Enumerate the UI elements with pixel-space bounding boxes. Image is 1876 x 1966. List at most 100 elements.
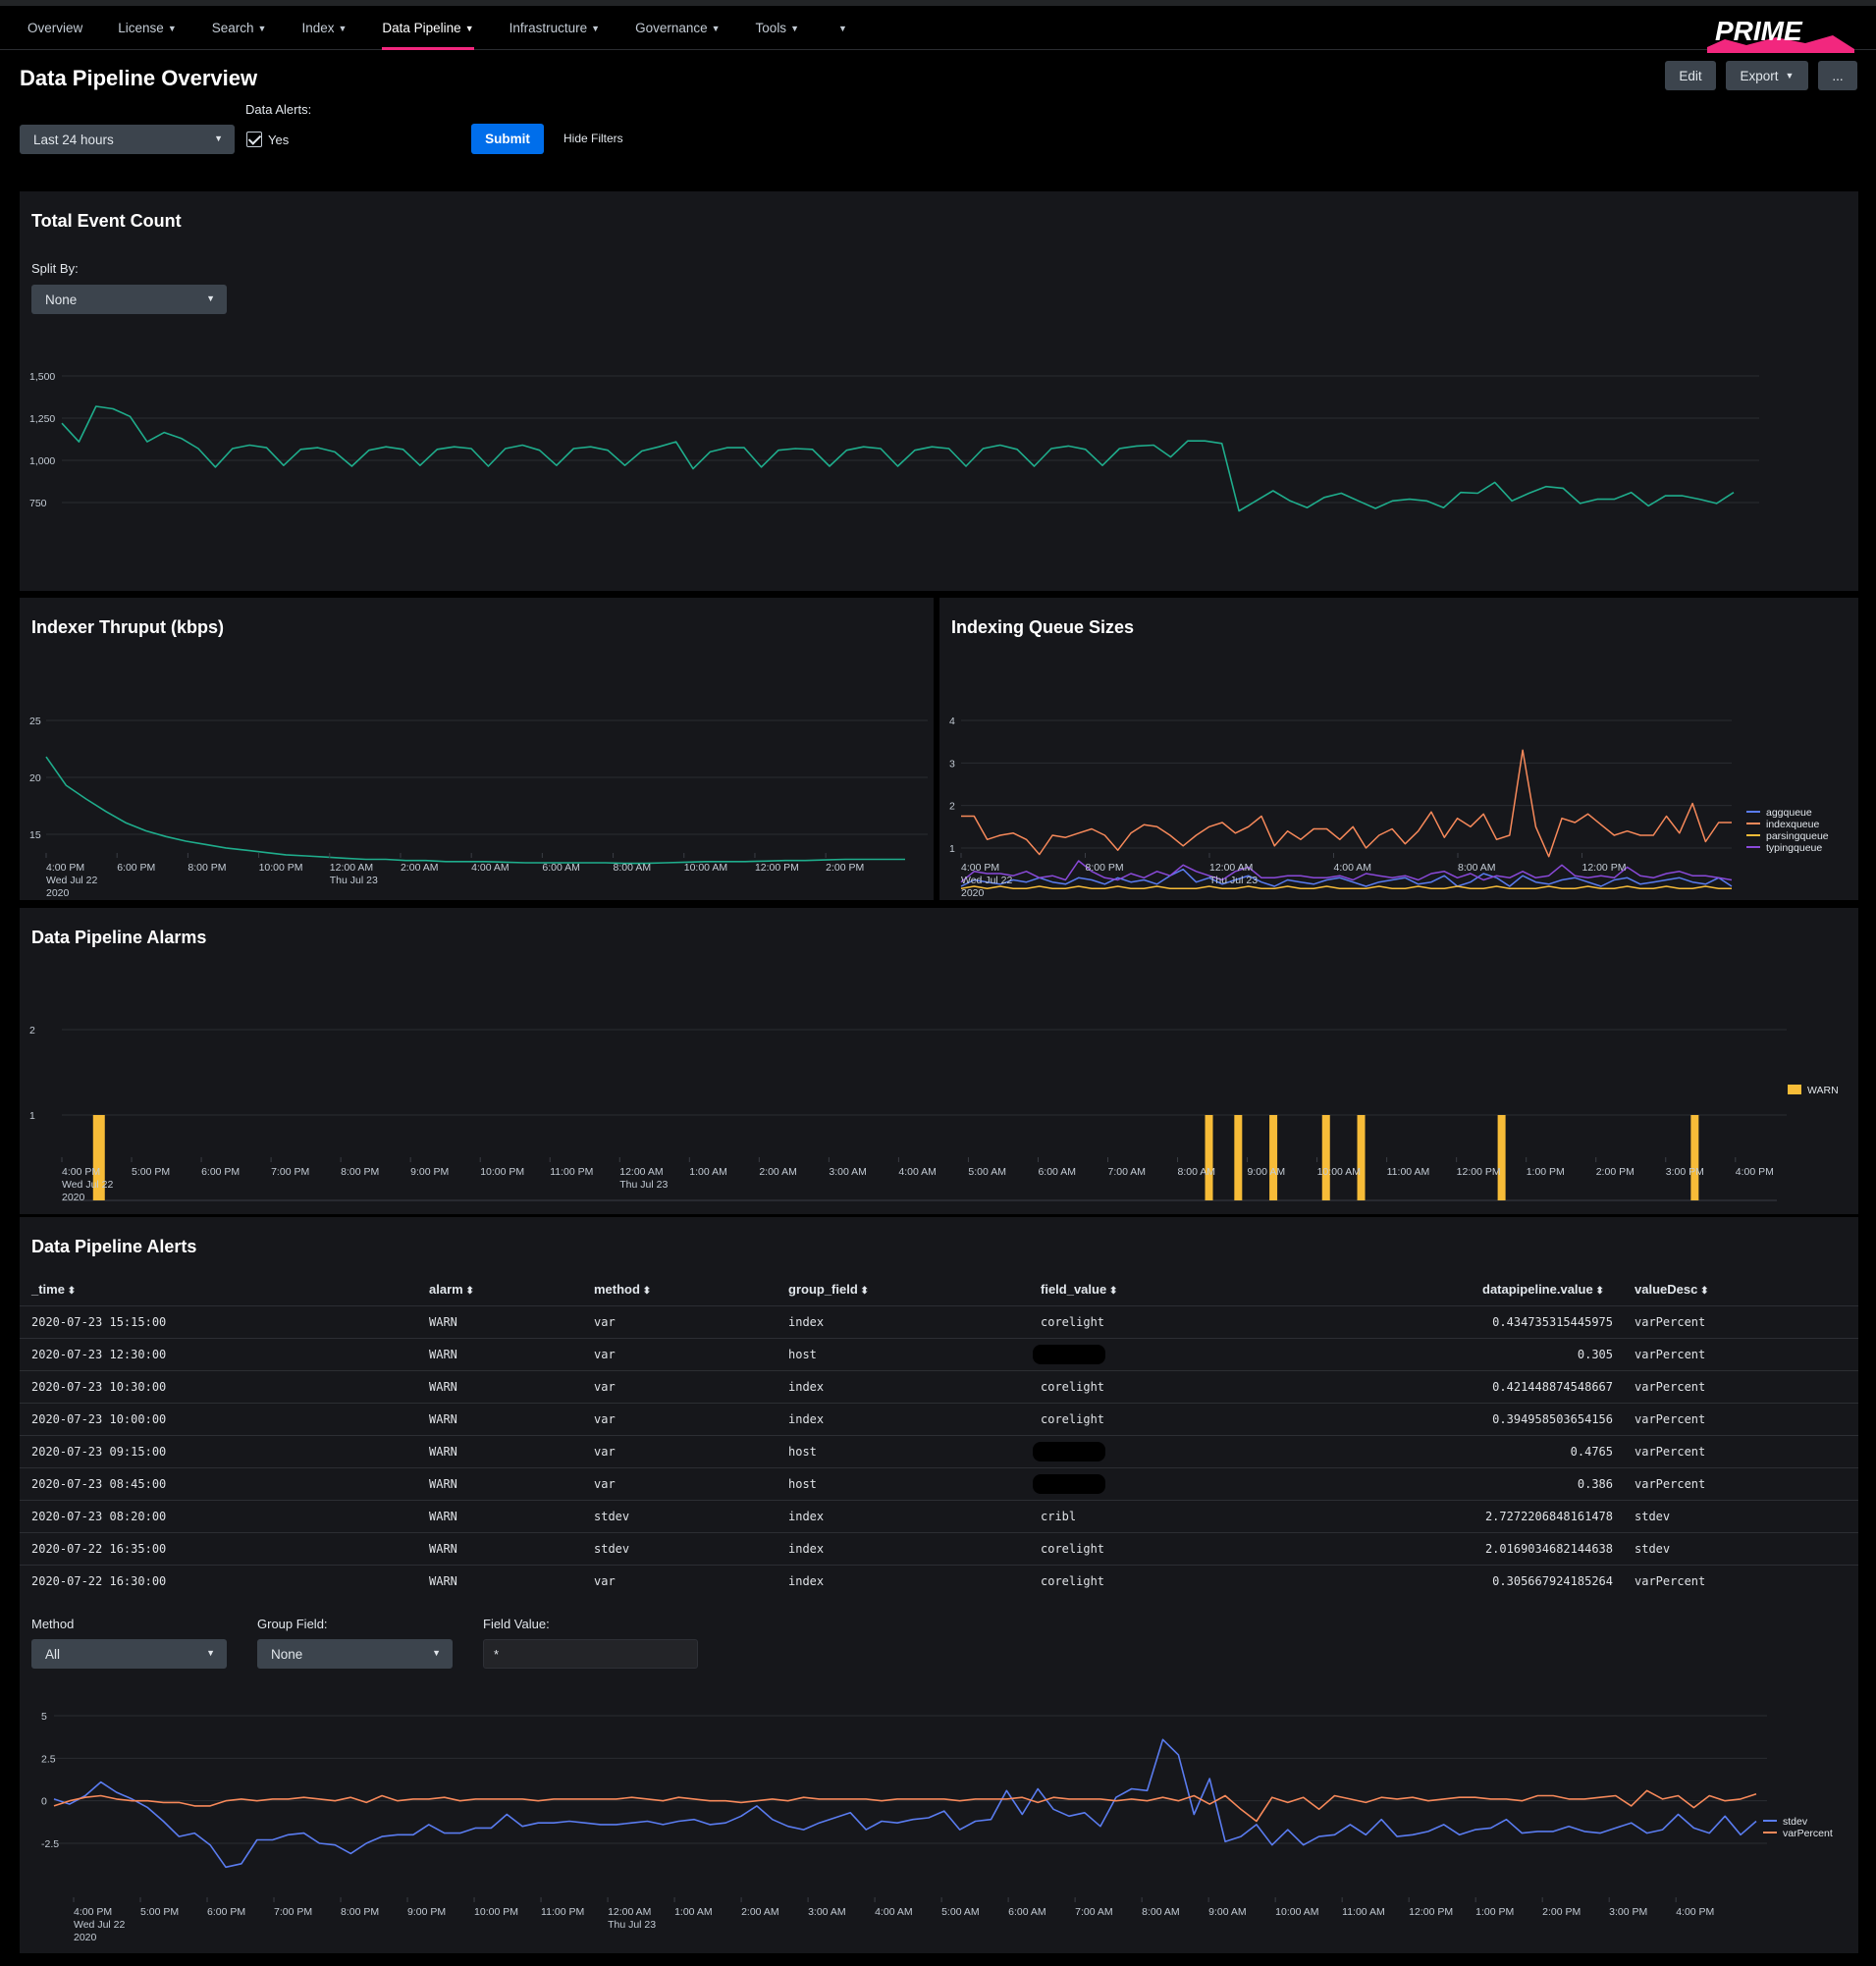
y-tick-label: 750 — [29, 498, 47, 509]
table-row[interactable]: 2020-07-22 16:35:00 WARN stdev index corelig… — [20, 1532, 1858, 1565]
nav-item-overview[interactable]: Overview — [10, 6, 100, 50]
nav-item-data-pipeline[interactable]: Data Pipeline ▼ — [364, 6, 491, 50]
method-dropdown[interactable]: All ▼ — [31, 1639, 227, 1669]
table-row[interactable]: 2020-07-23 09:15:00 WARN var host 0.4765 varP… — [20, 1435, 1858, 1467]
cell-method: var — [594, 1412, 616, 1426]
nav-item-license[interactable]: License ▼ — [100, 6, 193, 50]
legend-label: varPercent — [1783, 1828, 1833, 1839]
table-row[interactable]: 2020-07-23 10:00:00 WARN var index corelight… — [20, 1403, 1858, 1435]
column-header-valueDesc[interactable]: valueDesc ⬍ — [1635, 1282, 1709, 1297]
table-row[interactable]: 2020-07-23 10:30:00 WARN var index corelight… — [20, 1370, 1858, 1403]
export-button[interactable]: Export ▼ — [1726, 61, 1808, 90]
prime-logo[interactable]: PRIME — [1707, 14, 1854, 53]
x-tick-label: 10:00 PM — [474, 1906, 518, 1918]
x-tick-label: 11:00 PM — [550, 1166, 593, 1178]
cell-time: 2020-07-22 16:30:00 — [31, 1574, 167, 1588]
split-by-value: None — [45, 292, 78, 307]
x-tick-label: 10:00 AM — [1317, 1166, 1361, 1178]
cell-desc: stdev — [1635, 1542, 1671, 1556]
x-tick-label: 5:00 PM — [132, 1166, 170, 1178]
submit-button[interactable]: Submit — [471, 124, 544, 154]
x-tick-label: 5:00 AM — [941, 1906, 980, 1918]
cell-desc: varPercent — [1635, 1380, 1706, 1394]
x-tick-label: 12:00 AM — [619, 1166, 663, 1178]
column-header-label: _time — [31, 1282, 65, 1297]
column-header-datapipeline-value[interactable]: datapipeline.value ⬍ — [1482, 1282, 1604, 1297]
cell-method: var — [594, 1574, 616, 1588]
cell-value: 0.4765 — [1570, 1445, 1613, 1459]
table-row[interactable]: 2020-07-23 12:30:00 WARN var host 0.305 varPe… — [20, 1338, 1858, 1370]
column-header-group-field[interactable]: group_field ⬍ — [788, 1282, 869, 1297]
cell-group-field: index — [788, 1412, 825, 1426]
more-actions-button[interactable]: ... — [1818, 61, 1857, 90]
table-row[interactable]: 2020-07-23 08:20:00 WARN stdev index cribl 2.… — [20, 1500, 1858, 1532]
nav-item-governance[interactable]: Governance ▼ — [617, 6, 737, 50]
x-tick-label: 2:00 AM — [759, 1166, 797, 1178]
x-tick-label: 6:00 PM — [201, 1166, 240, 1178]
cell-group-field: host — [788, 1348, 817, 1361]
nav-item-tools[interactable]: Tools ▼ — [738, 6, 817, 50]
x-tick-label: 6:00 AM — [542, 862, 580, 874]
split-by-dropdown[interactable]: None ▼ — [31, 285, 227, 314]
edit-button[interactable]: Edit — [1665, 61, 1716, 90]
x-tick-label: 2:00 PM — [826, 862, 864, 874]
chevron-down-icon: ▼ — [214, 133, 223, 143]
cell-field-value: cribl — [1041, 1510, 1077, 1523]
cell-value: 0.394958503654156 — [1492, 1412, 1613, 1426]
cell-value: 0.305 — [1577, 1348, 1613, 1361]
cell-desc: varPercent — [1635, 1574, 1706, 1588]
x-tick-label: 6:00 AM — [1008, 1906, 1046, 1918]
x-tick-label: 10:00 PM — [480, 1166, 524, 1178]
table-row[interactable]: 2020-07-22 16:30:00 WARN var index corelight… — [20, 1565, 1858, 1597]
chevron-down-icon: ▼ — [167, 23, 177, 33]
x-tick-label: 1:00 PM — [1475, 1906, 1514, 1918]
queue-sizes-panel: Indexing Queue Sizes 4 3 2 1 4:00 PM Wed Jul … — [939, 598, 1858, 900]
nav-item-search[interactable]: Search ▼ — [194, 6, 285, 50]
x-tick-label: 8:00 PM — [188, 862, 226, 874]
sort-icon: ⬍ — [1592, 1286, 1604, 1297]
y-tick-label: 1,250 — [29, 413, 55, 425]
sort-icon: ⬍ — [64, 1286, 77, 1297]
x-tick-label: 5:00 AM — [968, 1166, 1006, 1178]
alarm-bar — [1357, 1115, 1366, 1200]
y-tick-label: 0 — [41, 1796, 47, 1808]
hide-filters-button[interactable]: Hide Filters — [563, 132, 623, 145]
time-range-picker[interactable]: Last 24 hours ▼ — [20, 125, 235, 154]
x-tick-label: 4:00 PM — [62, 1166, 100, 1178]
column-header-field-value[interactable]: field_value ⬍ — [1041, 1282, 1117, 1297]
cell-alarm: WARN — [429, 1380, 457, 1394]
table-row[interactable]: 2020-07-23 15:15:00 WARN var index corelight… — [20, 1305, 1858, 1338]
legend-label: typingqueue — [1766, 842, 1822, 854]
cell-desc: varPercent — [1635, 1348, 1706, 1361]
x-date-label: Wed Jul 22 — [62, 1179, 113, 1191]
column-header-time[interactable]: _time ⬍ — [31, 1282, 76, 1297]
x-tick-label: 4:00 PM — [74, 1906, 112, 1918]
data-alerts-checkbox[interactable] — [246, 132, 262, 147]
y-tick-label: 25 — [29, 716, 41, 727]
group-field-dropdown[interactable]: None ▼ — [257, 1639, 453, 1669]
legend-label: parsingqueue — [1766, 830, 1829, 842]
nav-item-index[interactable]: Index ▼ — [284, 6, 364, 50]
nav-item-more[interactable]: ▼ — [817, 6, 865, 50]
data-alerts-label: Data Alerts: — [245, 102, 312, 117]
redacted-value — [1033, 1442, 1105, 1461]
table-row[interactable]: 2020-07-23 08:45:00 WARN var host 0.386 varPe… — [20, 1467, 1858, 1500]
data-alerts-option-label: Yes — [268, 133, 290, 147]
y-tick-label: 5 — [41, 1711, 47, 1723]
group-field-value: None — [271, 1646, 303, 1662]
chevron-down-icon: ▼ — [206, 1648, 215, 1658]
y-tick-label: 15 — [29, 829, 41, 841]
cell-group-field: host — [788, 1445, 817, 1459]
column-header-method[interactable]: method ⬍ — [594, 1282, 651, 1297]
nav-item-infrastructure[interactable]: Infrastructure ▼ — [492, 6, 617, 50]
field-value-input[interactable]: * — [483, 1639, 698, 1669]
chevron-down-icon: ▼ — [464, 23, 474, 33]
column-header-alarm[interactable]: alarm ⬍ — [429, 1282, 474, 1297]
redacted-value — [1033, 1474, 1105, 1494]
x-tick-label: 3:00 PM — [1609, 1906, 1647, 1918]
